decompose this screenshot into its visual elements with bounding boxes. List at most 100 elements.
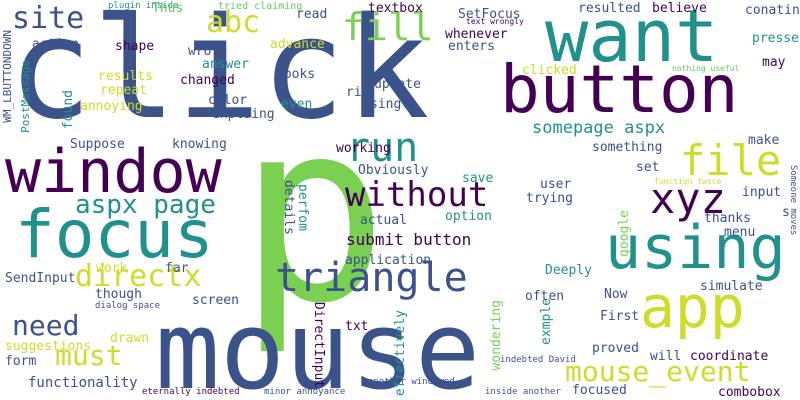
word-someone-moves: Someone moves: [788, 165, 798, 236]
word-believe: believe: [652, 1, 707, 16]
word-screen: screen: [192, 293, 239, 308]
word-work: work: [96, 261, 128, 276]
word-whenever: whenever: [445, 27, 508, 42]
word-button: button: [500, 51, 739, 128]
word-simulate: simulate: [700, 279, 763, 294]
word-using: using: [605, 213, 786, 283]
word-triangle: triangle: [275, 255, 468, 301]
word-changed: changed: [180, 73, 235, 88]
word-file: file: [680, 136, 782, 185]
word-single: single: [370, 97, 417, 112]
word-perfom: perfom: [295, 184, 310, 231]
word-tried-claiming: tried claiming: [218, 1, 303, 12]
word-suppose: Suppose: [70, 137, 125, 152]
word-input: input: [742, 185, 782, 200]
word-mouse-event: mouse_event: [565, 355, 751, 388]
word-textbox: textbox: [368, 1, 423, 16]
word-submit-button: submit button: [346, 230, 472, 249]
word-will: will: [650, 349, 682, 364]
word-focus: focus: [15, 196, 214, 273]
word-text-wrongly: text wrongly: [466, 17, 524, 26]
word-coordinate: coordinate: [690, 349, 769, 364]
word-site: site: [12, 1, 85, 36]
word-nothing-useful: nothing useful: [672, 64, 740, 73]
word-wrote: wrote: [188, 44, 228, 59]
word-click: click: [8, 0, 430, 151]
word-action: action: [32, 37, 79, 52]
word-functionality: functionality: [28, 375, 138, 391]
word-run: run: [346, 125, 419, 171]
word-user: user: [540, 177, 572, 192]
word-thanks: thanks: [704, 211, 751, 226]
word-without: without: [345, 175, 489, 215]
word-details: details: [281, 180, 296, 235]
word-dialog-space: dialog space: [95, 301, 161, 311]
word-somepage-aspx: somepage aspx: [532, 118, 666, 138]
word-shape: shape: [115, 39, 155, 54]
word-make: make: [748, 133, 780, 148]
word-effectively: effectively: [393, 310, 408, 397]
word-save: save: [462, 171, 494, 186]
word-drawn: drawn: [110, 331, 150, 346]
word-p: p: [238, 67, 389, 358]
word-advance: advance: [270, 37, 325, 52]
word-far: far: [165, 261, 189, 276]
word-indebted-david: indebted David: [500, 355, 576, 365]
word-sendinput: SendInput: [5, 271, 76, 286]
word-read: read: [296, 7, 328, 22]
word-trying: trying: [526, 191, 573, 206]
word-conatins: conatins: [745, 3, 800, 18]
word-color: color: [208, 93, 248, 108]
word-directx: directx: [75, 259, 202, 294]
word-eternally-indebted: eternally indebted: [142, 387, 240, 397]
word-wm-lbuttondown: WM_LBUTTONDOWN: [1, 30, 14, 123]
word-deeply: Deeply: [545, 263, 592, 278]
word-menu: menu: [724, 225, 756, 240]
word-set: set: [636, 160, 660, 175]
word-working: working: [336, 141, 391, 156]
word-want: want: [545, 0, 719, 78]
word-even: even: [281, 97, 313, 112]
word-obviously: Obviously: [358, 163, 429, 178]
word-found: found: [61, 90, 76, 130]
word-often: often: [525, 289, 565, 304]
word-inside-another: inside another: [485, 387, 561, 397]
word-exmple: exmple: [539, 298, 554, 345]
word-pressed: pressed: [752, 31, 800, 46]
word-combobox: combobox: [718, 385, 781, 400]
word-xyz: xyz: [650, 174, 726, 223]
word-app: app: [640, 273, 745, 341]
word-mouse: mouse: [155, 289, 481, 400]
word-looks: looks: [276, 67, 316, 82]
word-resulted: resulted: [578, 1, 641, 16]
word-directinput: DirectInput: [311, 302, 326, 389]
word-window: window: [5, 137, 222, 207]
word-results: results: [98, 69, 153, 84]
word-rid: rid: [346, 85, 370, 100]
word-function-twice: function twice: [654, 177, 722, 186]
word-enters: enters: [448, 39, 495, 54]
word-s: s: [782, 205, 790, 220]
word-repeat: repeat: [100, 83, 147, 98]
word-thus: Thus: [152, 1, 184, 16]
word-now: Now: [604, 287, 628, 302]
word-minor-annoyance: minor annoyance: [264, 387, 346, 397]
word-aspx-page: aspx page: [75, 190, 216, 220]
word-option: option: [445, 209, 492, 224]
word-must: must: [55, 339, 123, 372]
word-answer: answer: [202, 57, 249, 72]
word-may: may: [762, 55, 786, 70]
word-clicked: clicked: [522, 63, 577, 78]
word-another-windowed: another windowed: [368, 377, 455, 387]
word-need: need: [12, 309, 80, 342]
word-actual: actual: [360, 213, 407, 228]
word-explaing: explaing: [212, 107, 275, 122]
word-knowing: knowing: [172, 137, 227, 152]
word-proved: proved: [592, 341, 639, 356]
word-txt: txt: [345, 319, 369, 334]
word-suggestions: suggestions: [5, 339, 92, 354]
word-focused: focused: [572, 383, 627, 398]
word-google: google: [617, 210, 632, 257]
word-first: First: [600, 309, 640, 324]
